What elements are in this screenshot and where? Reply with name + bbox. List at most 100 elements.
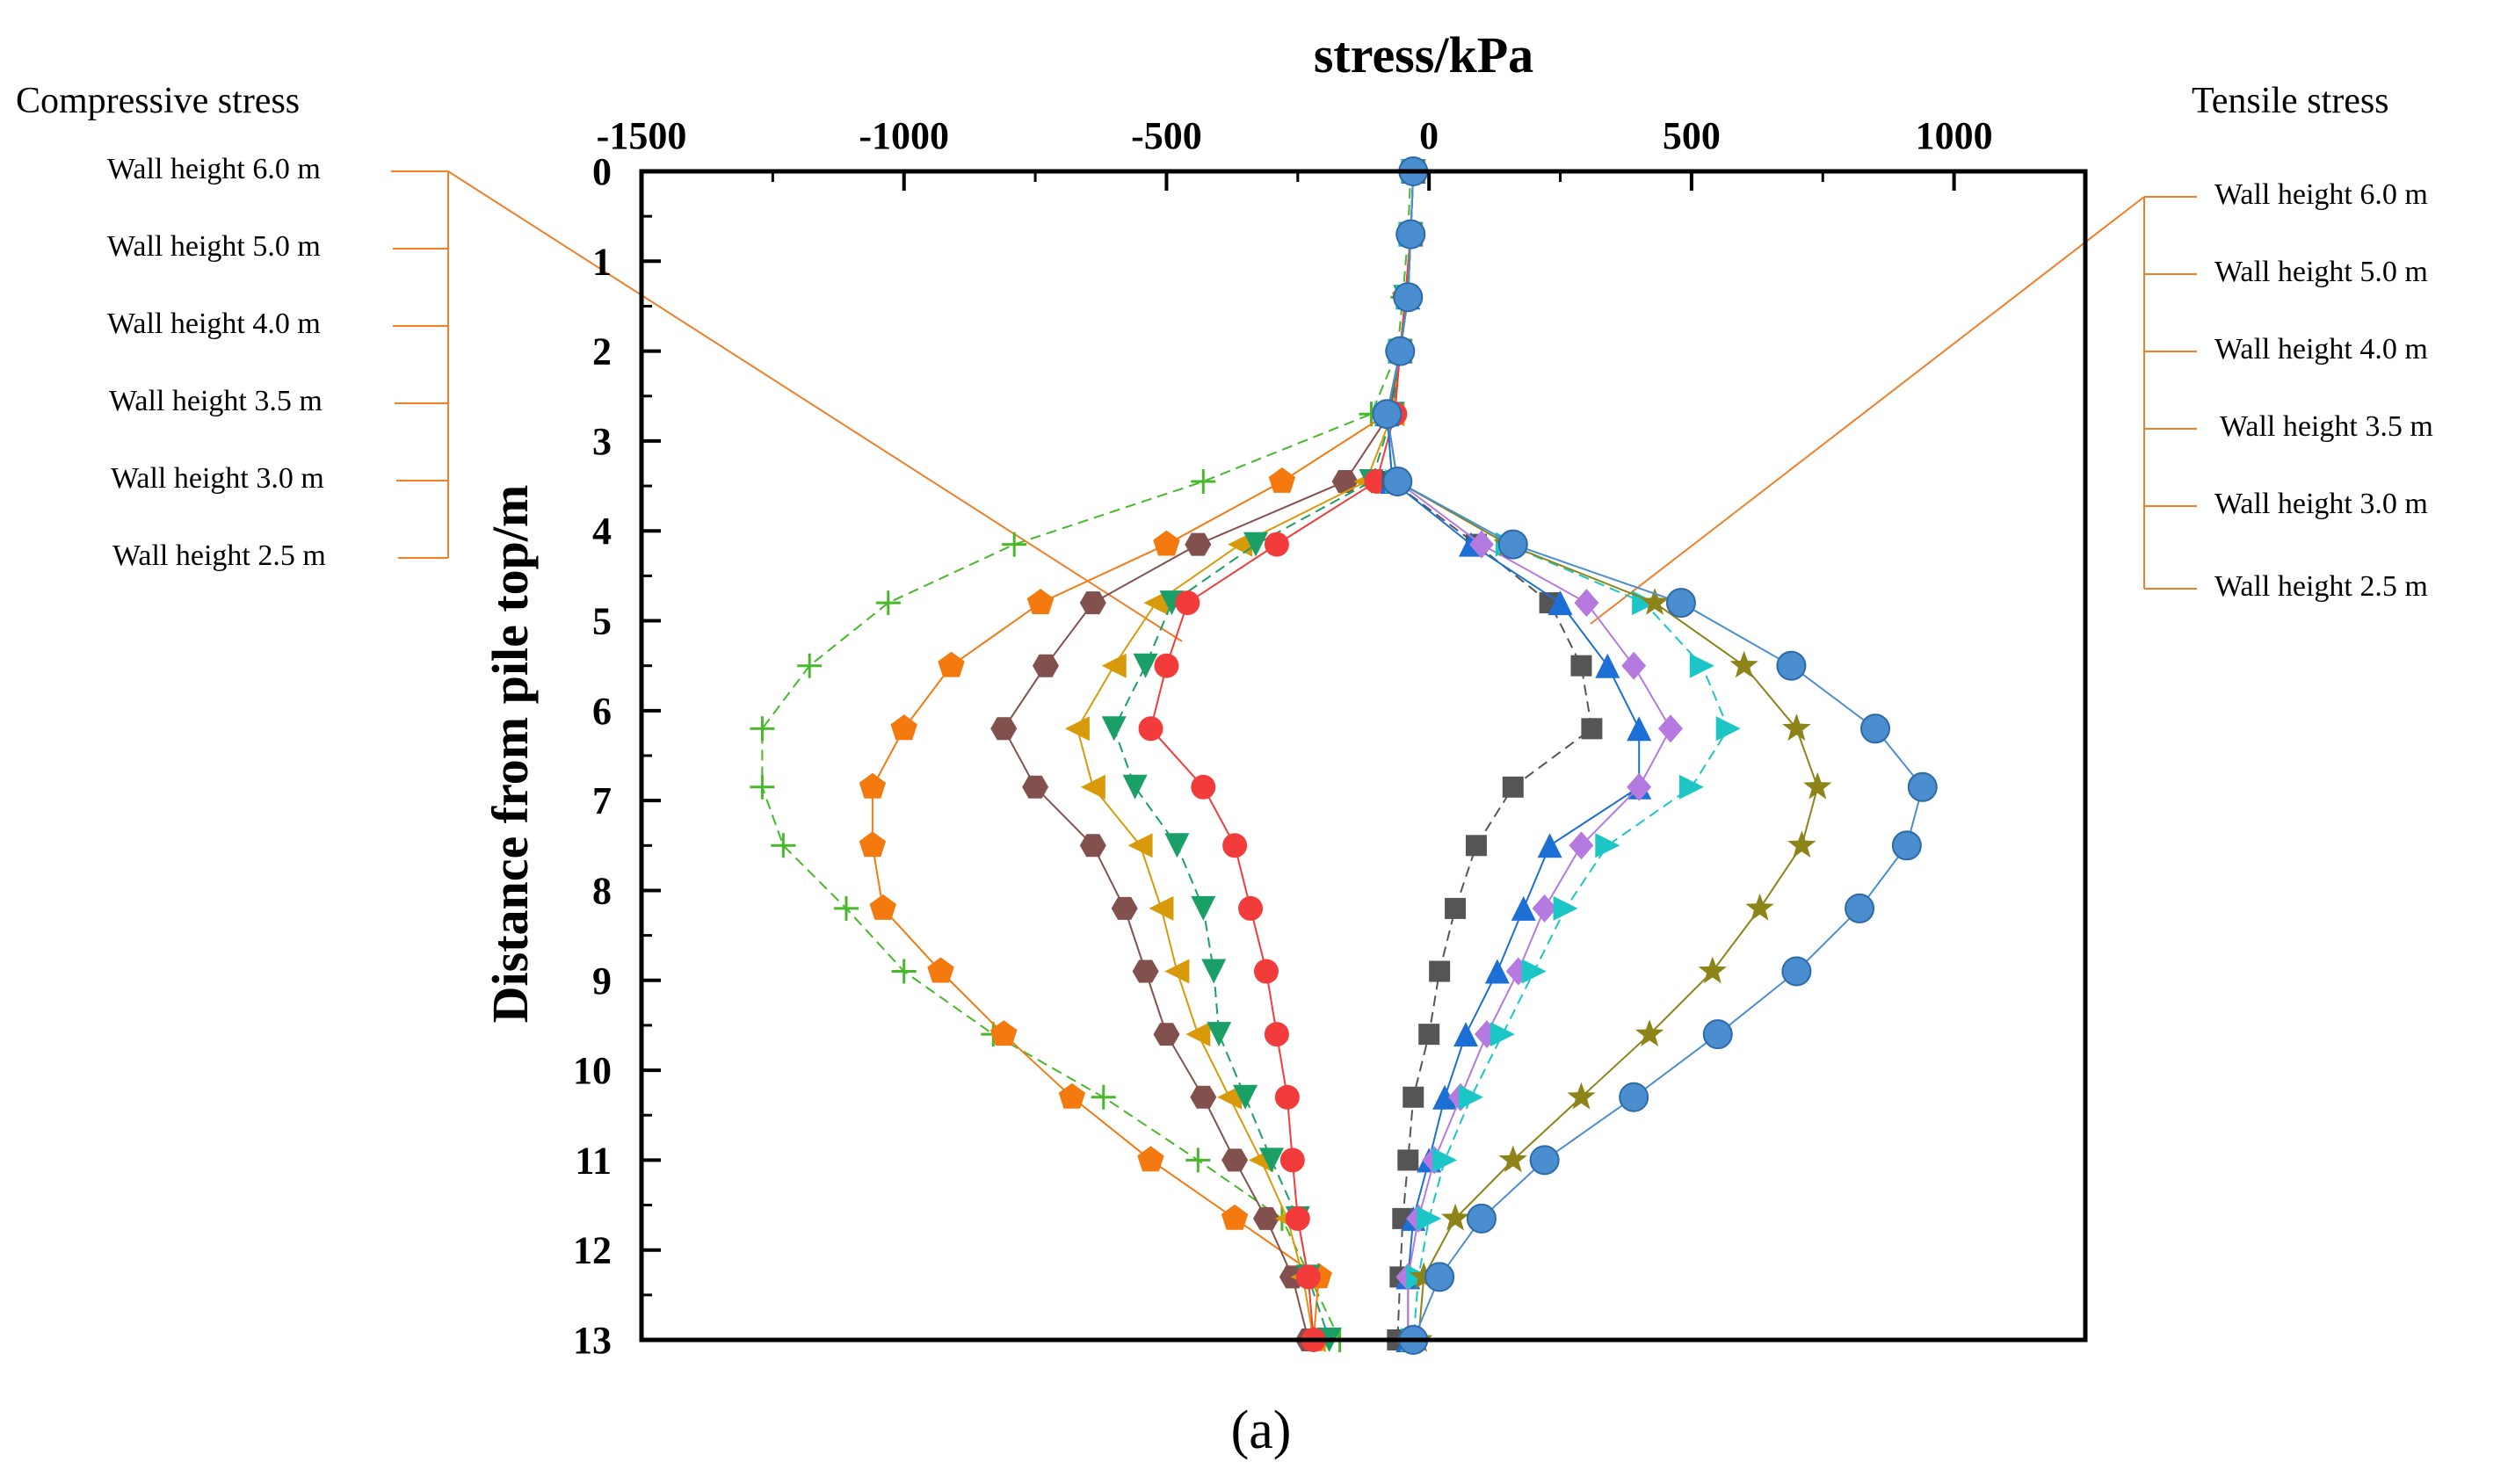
data-point bbox=[1138, 716, 1163, 742]
data-point bbox=[1253, 1206, 1279, 1230]
legend-right-entry: Wall height 4.0 m bbox=[2214, 333, 2428, 366]
legend-left-entry: Wall height 3.5 m bbox=[109, 385, 323, 417]
legend-right-entry: Wall height 6.0 m bbox=[2214, 178, 2428, 211]
data-point bbox=[1468, 530, 1494, 559]
data-point bbox=[834, 895, 859, 921]
data-point bbox=[1424, 1262, 1455, 1292]
data-point bbox=[990, 717, 1018, 741]
data-point bbox=[1164, 833, 1190, 858]
data-point bbox=[1111, 896, 1138, 920]
data-point bbox=[1191, 468, 1216, 494]
data-point bbox=[1153, 530, 1180, 556]
data-series bbox=[1373, 156, 1832, 1352]
data-point bbox=[1532, 894, 1557, 923]
data-point bbox=[1891, 830, 1922, 861]
data-point bbox=[1393, 282, 1424, 313]
series-line bbox=[1003, 170, 1415, 1341]
data-point bbox=[1143, 590, 1169, 616]
y-axis-title: Distance from pile top/m bbox=[482, 485, 539, 1024]
x-tick-label: 0 bbox=[1419, 114, 1439, 157]
data-point bbox=[990, 1020, 1018, 1046]
data-point bbox=[1382, 466, 1413, 496]
data-point bbox=[1064, 716, 1090, 742]
data-point bbox=[875, 590, 901, 616]
data-point bbox=[1678, 774, 1704, 800]
x-tick-label: 1000 bbox=[1916, 114, 1993, 157]
data-point bbox=[1397, 1149, 1419, 1171]
y-tick-label: 5 bbox=[592, 600, 612, 643]
data-point bbox=[1080, 774, 1105, 800]
data-point bbox=[938, 651, 965, 677]
data-point bbox=[1548, 590, 1573, 616]
data-point bbox=[1502, 776, 1524, 798]
y-tick-label: 9 bbox=[592, 959, 612, 1003]
data-point bbox=[1191, 774, 1216, 800]
data-point bbox=[1581, 718, 1603, 740]
y-tick-label: 1 bbox=[592, 240, 612, 283]
legend-right-entry: Wall height 2.5 m bbox=[2214, 570, 2428, 603]
data-point bbox=[1574, 589, 1599, 618]
data-point bbox=[1665, 588, 1696, 619]
data-point bbox=[1101, 653, 1127, 678]
data-point bbox=[1745, 893, 1774, 921]
data-point bbox=[1440, 1203, 1470, 1231]
series-line bbox=[1386, 170, 1924, 1341]
data-point bbox=[1621, 651, 1647, 680]
data-point bbox=[1217, 1084, 1243, 1110]
data-point bbox=[859, 831, 887, 858]
data-point bbox=[1058, 1082, 1086, 1109]
x-tick-label: -1000 bbox=[859, 114, 949, 157]
data-point bbox=[1553, 895, 1578, 921]
data-point bbox=[1268, 467, 1296, 493]
data-point bbox=[1079, 834, 1106, 858]
data-point bbox=[1635, 1019, 1664, 1046]
data-point bbox=[1658, 714, 1684, 743]
data-point bbox=[1385, 336, 1416, 366]
data-point bbox=[1537, 833, 1562, 858]
data-point bbox=[1149, 895, 1174, 921]
data-point bbox=[1860, 713, 1891, 744]
data-point bbox=[1453, 1022, 1479, 1047]
data-point bbox=[1787, 830, 1816, 858]
data-point bbox=[1595, 653, 1620, 678]
plot-frame bbox=[639, 169, 2088, 1343]
data-series bbox=[1064, 159, 1426, 1352]
data-point bbox=[1175, 590, 1200, 616]
x-tick-label: 500 bbox=[1663, 114, 1721, 157]
data-series bbox=[1374, 159, 1741, 1352]
data-series bbox=[1374, 159, 1652, 1352]
data-point bbox=[1221, 1204, 1249, 1230]
data-point bbox=[1570, 655, 1592, 677]
legend-right-entry: Wall height 3.5 m bbox=[2220, 410, 2433, 443]
data-point bbox=[1702, 1019, 1733, 1050]
data-point bbox=[1331, 470, 1359, 493]
data-point bbox=[1201, 959, 1227, 984]
data-point bbox=[1445, 897, 1467, 919]
series-line bbox=[1386, 170, 1819, 1341]
y-tick-label: 2 bbox=[592, 330, 612, 373]
data-series bbox=[990, 160, 1427, 1351]
y-tick-label: 0 bbox=[592, 150, 612, 193]
legend-left-leaders bbox=[391, 170, 1183, 642]
data-point bbox=[1222, 833, 1248, 858]
data-point bbox=[1153, 1023, 1180, 1046]
data-point bbox=[750, 716, 775, 742]
series-layer bbox=[750, 156, 1938, 1355]
data-point bbox=[890, 714, 917, 741]
data-point bbox=[1466, 1203, 1497, 1234]
data-point bbox=[1190, 1085, 1217, 1109]
data-point bbox=[1002, 532, 1027, 557]
data-point bbox=[1191, 895, 1216, 921]
y-tick-label: 7 bbox=[592, 779, 612, 822]
data-series bbox=[750, 159, 1424, 1352]
series-line bbox=[761, 170, 1412, 1341]
data-point bbox=[1258, 1147, 1284, 1173]
y-tick-label: 11 bbox=[575, 1139, 612, 1182]
data-point bbox=[1185, 1022, 1211, 1047]
y-tick-label: 8 bbox=[592, 869, 612, 912]
data-point bbox=[797, 653, 823, 678]
data-point bbox=[1295, 1264, 1321, 1290]
data-point bbox=[1238, 895, 1264, 921]
data-point bbox=[1567, 1082, 1596, 1110]
